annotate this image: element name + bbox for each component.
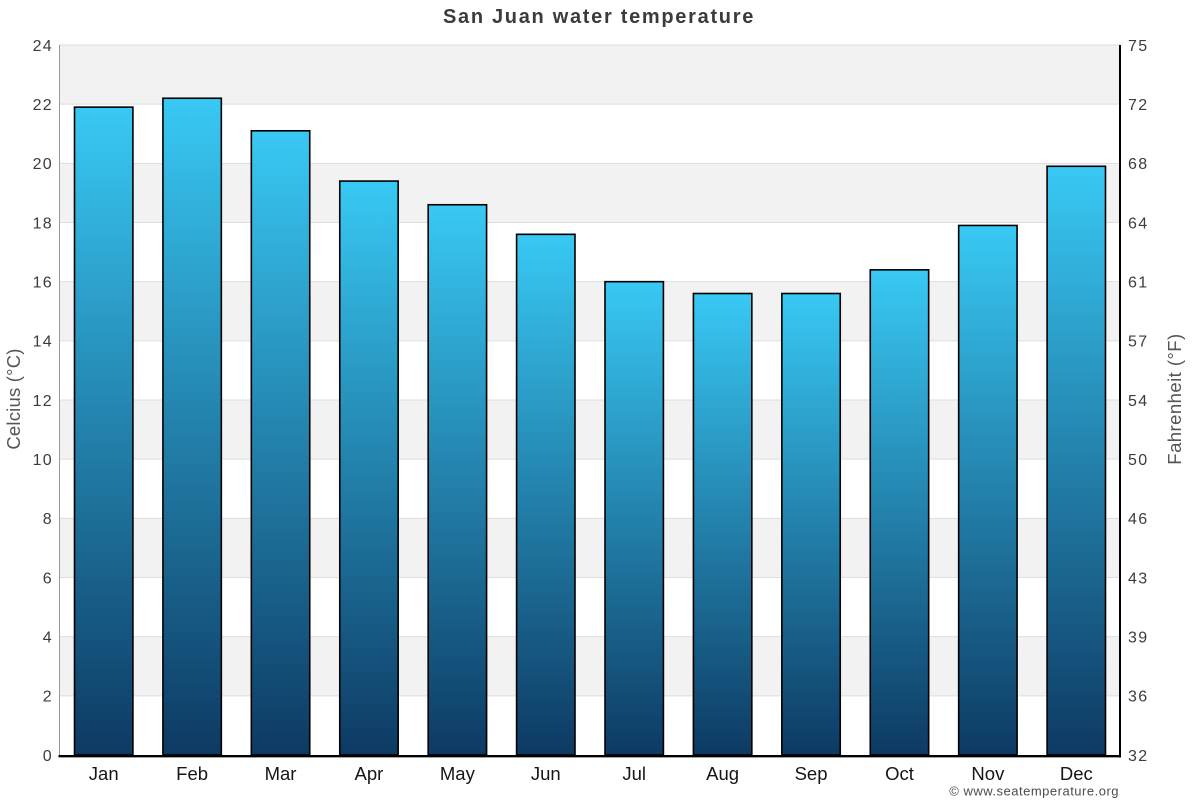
svg-text:16: 16 [33, 274, 53, 291]
svg-text:32: 32 [1128, 748, 1148, 765]
svg-text:54: 54 [1128, 393, 1148, 410]
svg-text:Aug: Aug [706, 763, 739, 784]
svg-text:64: 64 [1128, 215, 1148, 232]
svg-text:Celcius (°C): Celcius (°C) [3, 348, 24, 449]
svg-text:46: 46 [1128, 511, 1148, 528]
svg-text:20: 20 [33, 156, 53, 173]
svg-text:Oct: Oct [885, 763, 914, 784]
svg-text:22: 22 [33, 97, 53, 114]
svg-text:72: 72 [1128, 97, 1148, 114]
svg-text:61: 61 [1128, 274, 1148, 291]
svg-text:10: 10 [33, 452, 53, 469]
svg-text:39: 39 [1128, 629, 1148, 646]
svg-text:57: 57 [1128, 334, 1148, 351]
svg-text:68: 68 [1128, 156, 1148, 173]
svg-text:Nov: Nov [971, 763, 1005, 784]
svg-text:8: 8 [43, 511, 53, 528]
svg-text:Dec: Dec [1060, 763, 1093, 784]
svg-text:Jul: Jul [622, 763, 646, 784]
svg-text:Fahrenheit (°F): Fahrenheit (°F) [1164, 333, 1185, 464]
svg-text:75: 75 [1128, 38, 1148, 55]
svg-text:Apr: Apr [355, 763, 384, 784]
svg-text:2: 2 [43, 689, 53, 706]
svg-text:Mar: Mar [265, 763, 297, 784]
svg-text:San Juan water temperature: San Juan water temperature [443, 6, 755, 28]
svg-text:50: 50 [1128, 452, 1148, 469]
svg-text:Jun: Jun [531, 763, 561, 784]
svg-text:14: 14 [33, 334, 53, 351]
svg-text:4: 4 [43, 629, 53, 646]
svg-text:18: 18 [33, 215, 53, 232]
svg-text:43: 43 [1128, 570, 1148, 587]
svg-text:6: 6 [43, 570, 53, 587]
svg-text:May: May [440, 763, 476, 784]
svg-text:0: 0 [43, 748, 53, 765]
svg-text:36: 36 [1128, 689, 1148, 706]
svg-text:© www.seatemperature.org: © www.seatemperature.org [949, 784, 1119, 799]
svg-text:Sep: Sep [795, 763, 828, 784]
svg-text:Feb: Feb [176, 763, 208, 784]
svg-text:24: 24 [33, 38, 53, 55]
svg-text:Jan: Jan [89, 763, 119, 784]
svg-text:12: 12 [33, 393, 53, 410]
